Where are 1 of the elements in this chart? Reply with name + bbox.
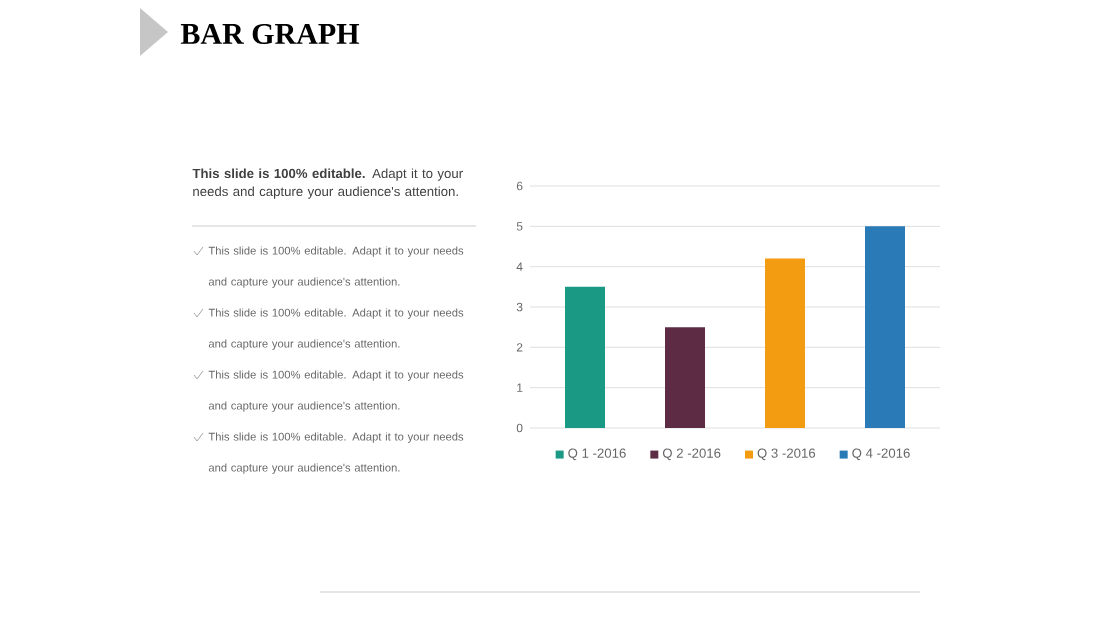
text: BAR GRAPH xyxy=(180,23,360,45)
